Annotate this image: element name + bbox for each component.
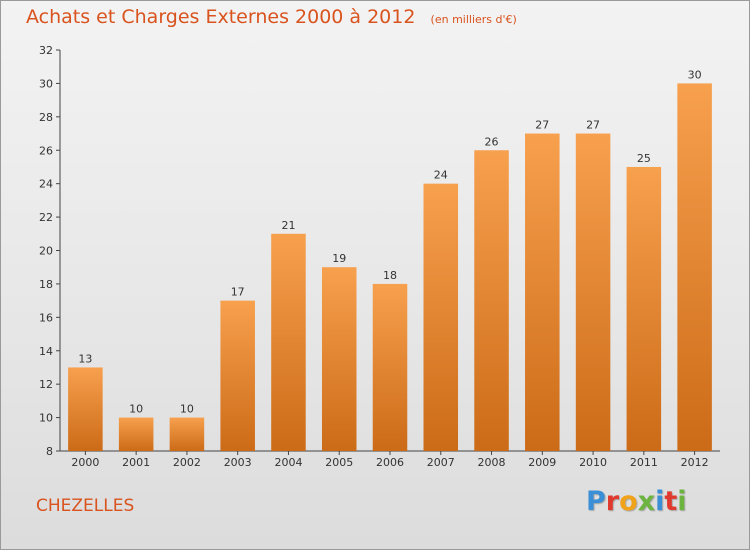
data-label: 13 [78, 352, 92, 365]
bar [575, 133, 611, 451]
x-tick-label: 2004 [274, 456, 302, 469]
data-label: 19 [332, 252, 346, 265]
logo-letter: r [605, 486, 620, 517]
x-tick-label: 2002 [173, 456, 201, 469]
labels: 8 10 12 14 16 18 20 22 24 26 28 30 32 13 2000 10 2001 10 2… [39, 44, 709, 469]
chart-title-text: Achats et Charges Externes 2000 à 2012 [26, 6, 416, 28]
data-label: 10 [129, 403, 143, 416]
x-tick-label: 2011 [630, 456, 658, 469]
data-label: 25 [637, 152, 651, 165]
proxiti-logo: Proxiti [586, 486, 687, 517]
y-tick-label: 24 [39, 178, 53, 191]
x-tick-label: 2003 [224, 456, 252, 469]
bar [118, 417, 154, 451]
bar [677, 83, 712, 452]
x-tick-label: 2007 [427, 456, 455, 469]
bar [372, 283, 408, 451]
data-label: 30 [688, 68, 702, 81]
logo-letter: P [586, 486, 606, 517]
bar [220, 300, 255, 451]
logo-letter: i [677, 486, 687, 517]
bar [423, 183, 459, 451]
x-tick-label: 2000 [71, 456, 99, 469]
y-tick-label: 26 [39, 144, 53, 157]
commune-name: CHEZELLES [36, 496, 135, 516]
y-tick-label: 30 [39, 77, 53, 90]
data-label: 27 [535, 119, 549, 132]
data-label: 17 [231, 286, 245, 299]
bars [68, 83, 712, 452]
y-tick-label: 8 [46, 445, 53, 458]
bar [525, 133, 560, 451]
x-tick-label: 2010 [579, 456, 607, 469]
y-tick-label: 22 [39, 211, 53, 224]
logo-letter: o [619, 486, 638, 517]
data-label: 24 [434, 169, 448, 182]
bar [169, 417, 205, 451]
bar [321, 267, 357, 451]
x-tick-label: 2005 [325, 456, 353, 469]
x-tick-label: 2008 [478, 456, 506, 469]
x-tick-label: 2012 [681, 456, 709, 469]
data-label: 26 [485, 135, 499, 148]
y-tick-label: 16 [39, 311, 53, 324]
x-tick-label: 2006 [376, 456, 404, 469]
logo-letter: i [655, 486, 665, 517]
y-tick-label: 10 [39, 412, 53, 425]
y-tick-label: 14 [39, 345, 53, 358]
bar [271, 233, 306, 451]
bar [68, 367, 103, 451]
data-label: 21 [281, 219, 295, 232]
bar [626, 166, 662, 452]
x-tick-label: 2009 [528, 456, 556, 469]
y-tick-label: 32 [39, 44, 53, 57]
x-tick-label: 2001 [122, 456, 150, 469]
y-tick-label: 20 [39, 245, 53, 258]
data-label: 27 [586, 119, 600, 132]
data-label: 18 [383, 269, 397, 282]
data-label: 10 [180, 403, 194, 416]
bar [474, 150, 509, 451]
logo-letter: x [637, 486, 656, 517]
chart-unit: (en milliers d'€) [430, 13, 517, 26]
logo-letter: t [664, 486, 678, 517]
chart-title: Achats et Charges Externes 2000 à 2012 (… [26, 6, 517, 28]
y-tick-label: 18 [39, 278, 53, 291]
y-tick-label: 28 [39, 111, 53, 124]
y-tick-label: 12 [39, 378, 53, 391]
